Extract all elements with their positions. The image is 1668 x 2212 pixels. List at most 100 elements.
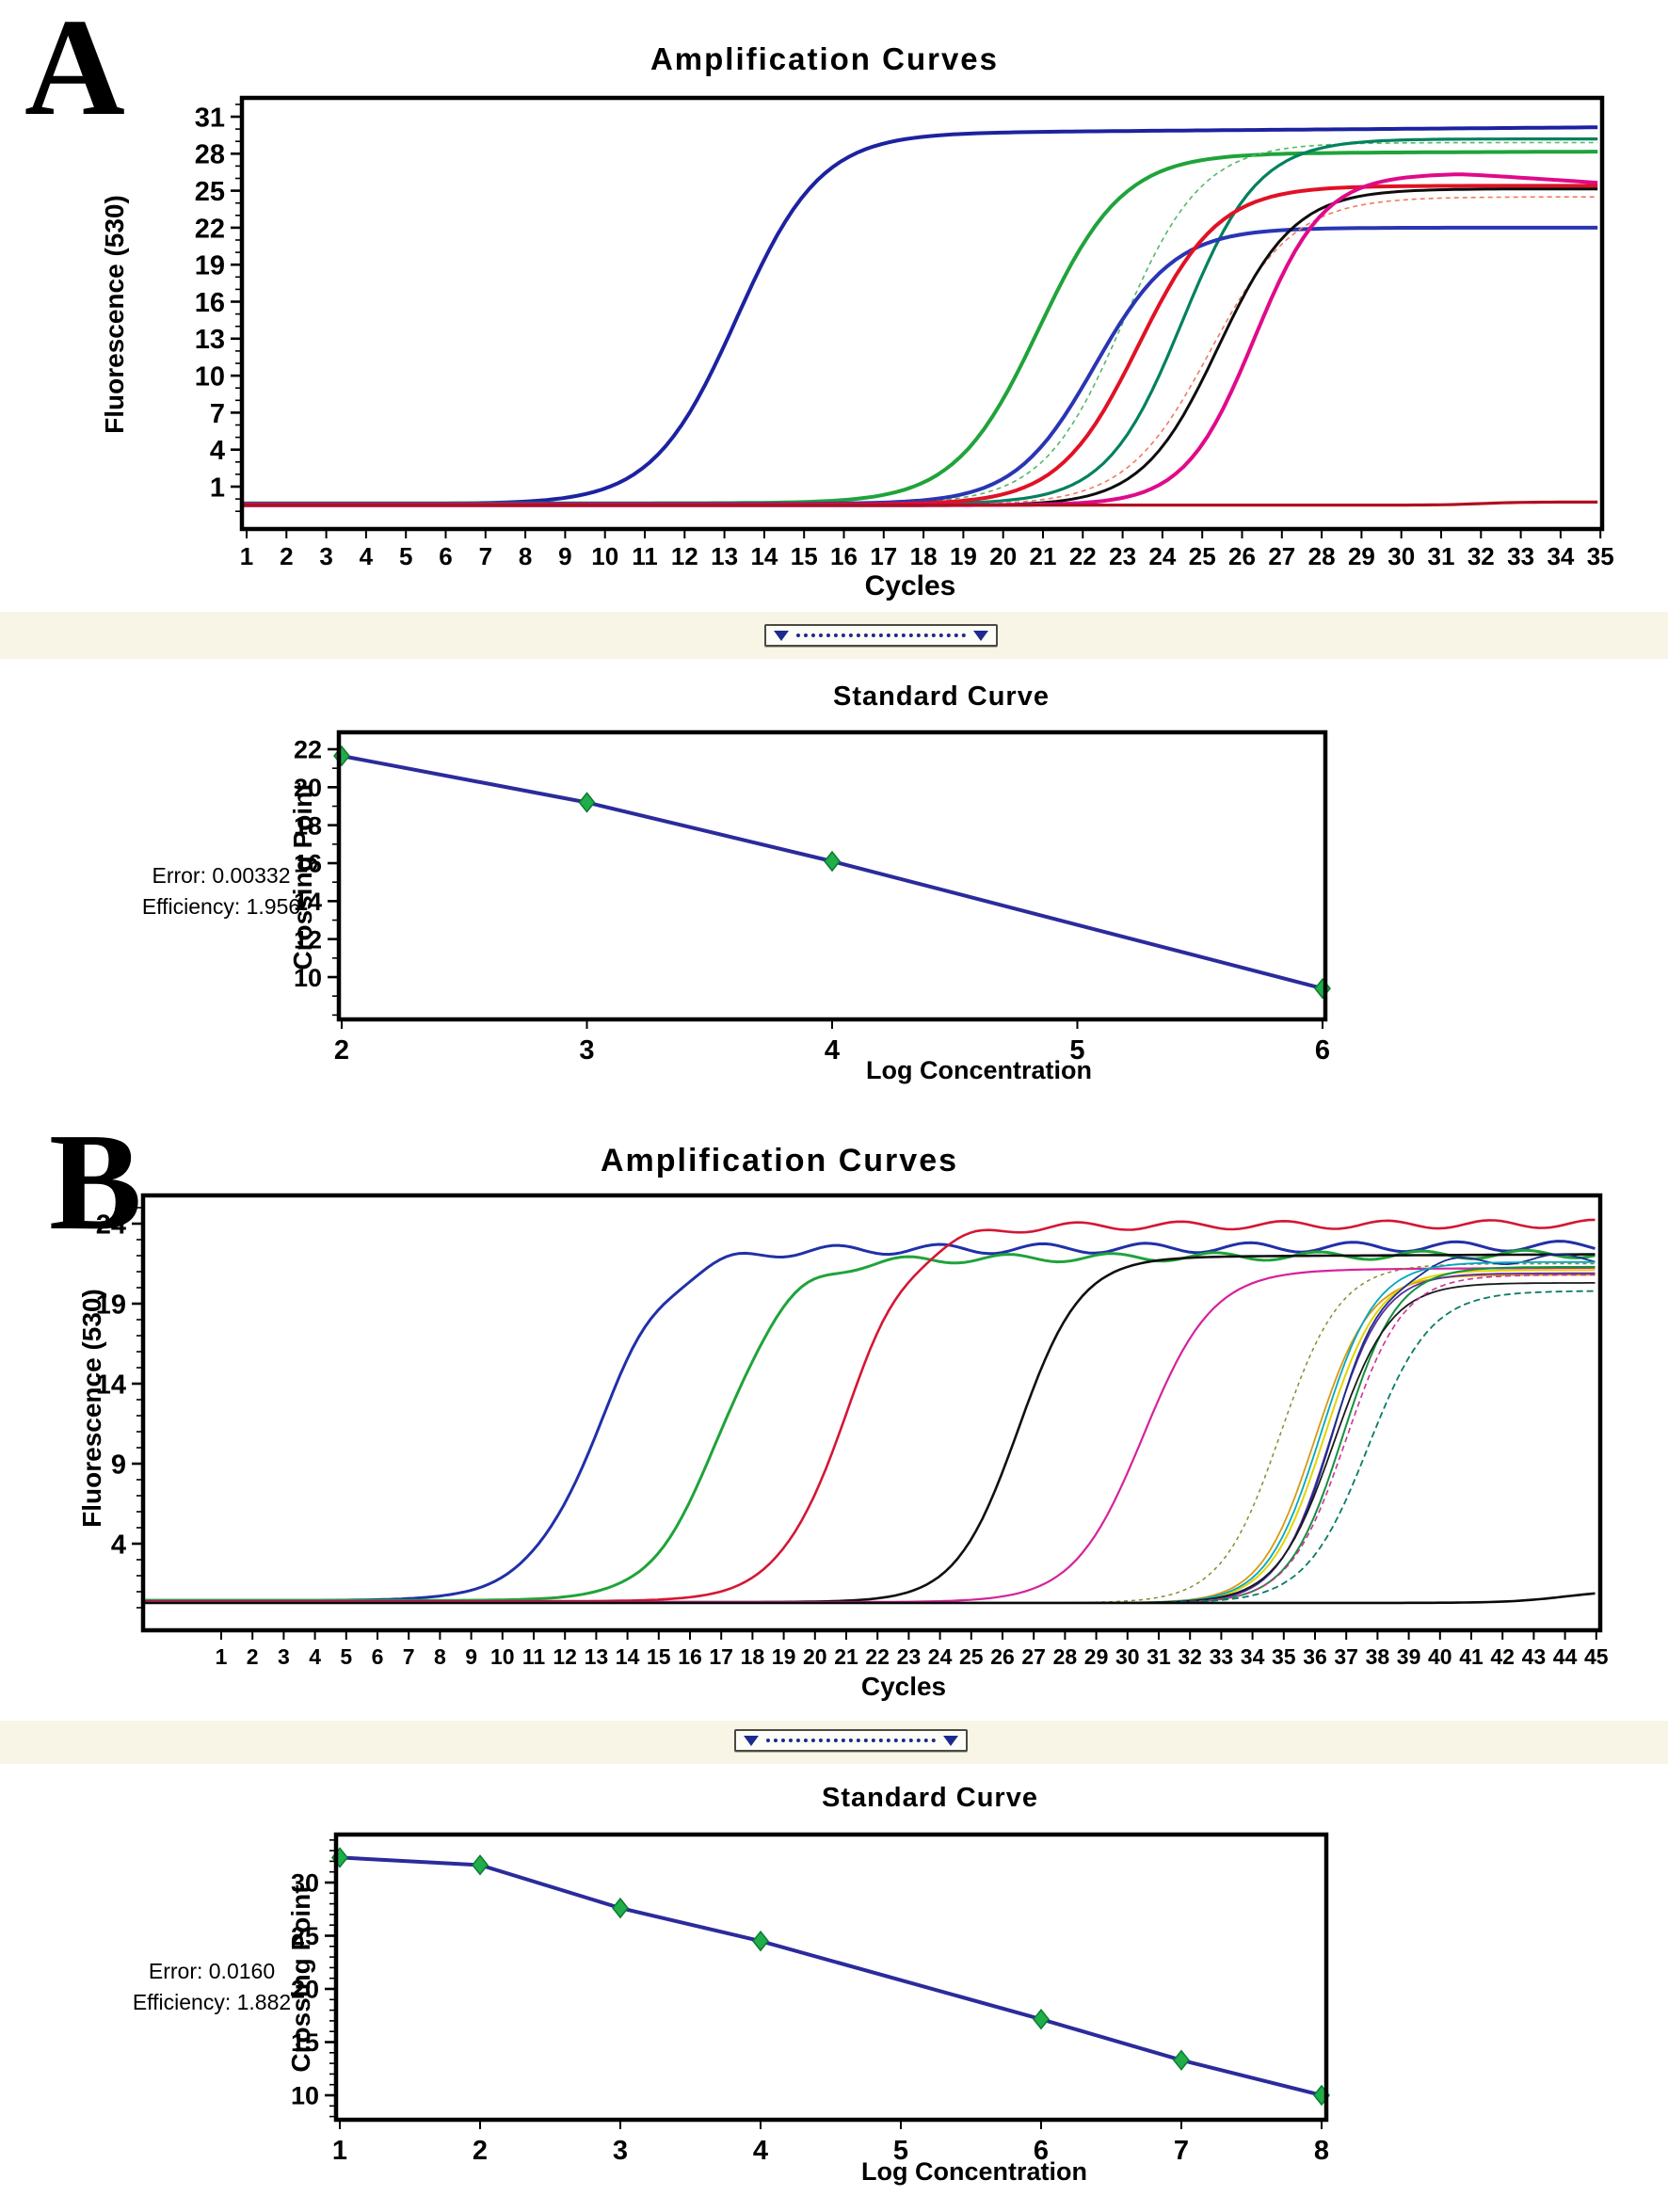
std-b-xlabel: Log Concentration	[861, 2157, 1087, 2186]
svg-text:26: 26	[990, 1644, 1015, 1669]
svg-text:4: 4	[309, 1644, 321, 1669]
svg-text:23: 23	[897, 1644, 922, 1669]
svg-text:2: 2	[334, 1035, 349, 1066]
svg-text:7: 7	[1174, 2136, 1189, 2166]
amp_a-plot-border	[239, 95, 1605, 532]
svg-text:17: 17	[709, 1644, 733, 1669]
svg-text:24: 24	[1148, 542, 1176, 570]
std-b-statistics: Error: 0.0160 Efficiency: 1.882	[80, 1956, 344, 2017]
svg-text:1: 1	[240, 542, 253, 570]
amp-b-ylabel: Fluorescence (530)	[77, 1289, 106, 1528]
amp-b-xlabel: Cycles	[860, 1672, 947, 1701]
svg-text:20: 20	[291, 1976, 319, 2004]
svg-text:34: 34	[1547, 542, 1574, 570]
amp_a-curve-blue-early	[244, 125, 1598, 506]
std_b-standard-point	[472, 1854, 489, 1876]
svg-text:31: 31	[1428, 542, 1455, 570]
svg-text:25: 25	[959, 1644, 984, 1669]
svg-text:18: 18	[741, 1644, 765, 1669]
svg-text:10: 10	[291, 2082, 319, 2110]
svg-text:14: 14	[750, 542, 778, 570]
svg-text:11: 11	[632, 542, 658, 570]
svg-text:4: 4	[111, 1530, 126, 1560]
svg-text:44: 44	[1553, 1644, 1578, 1669]
cycles-range-slider-a[interactable]	[764, 624, 998, 647]
svg-text:2: 2	[473, 2136, 488, 2166]
svg-text:14: 14	[294, 888, 322, 916]
svg-text:13: 13	[195, 325, 225, 355]
svg-text:31: 31	[195, 103, 225, 133]
svg-text:2: 2	[280, 542, 293, 570]
svg-text:5: 5	[1069, 1035, 1084, 1066]
cycles-range-slider-b[interactable]	[734, 1729, 968, 1752]
svg-text:42: 42	[1490, 1644, 1515, 1669]
svg-text:11: 11	[522, 1644, 546, 1669]
svg-text:28: 28	[195, 140, 225, 170]
svg-text:22: 22	[294, 736, 322, 764]
std_a-regression-line	[341, 754, 1323, 991]
std_b-standard-point	[752, 1930, 769, 1952]
svg-text:30: 30	[291, 1869, 319, 1898]
amp_a-curve-magenta	[244, 172, 1598, 507]
svg-text:10: 10	[591, 542, 618, 570]
svg-text:32: 32	[1178, 1644, 1202, 1669]
std-a-title: Standard Curve	[833, 681, 1050, 712]
svg-text:9: 9	[558, 542, 571, 570]
svg-text:34: 34	[1241, 1644, 1265, 1669]
svg-text:16: 16	[830, 542, 858, 570]
std_a-standard-point	[1314, 977, 1331, 1000]
svg-text:4: 4	[753, 2136, 768, 2166]
amp_a-negative-control-flat	[244, 500, 1598, 507]
svg-text:1: 1	[216, 1644, 228, 1669]
svg-text:10: 10	[490, 1644, 515, 1669]
svg-text:7: 7	[210, 399, 225, 429]
svg-text:28: 28	[1308, 542, 1336, 570]
svg-text:6: 6	[1034, 2136, 1049, 2166]
svg-text:12: 12	[294, 925, 322, 954]
amp_b-curve-black-2	[145, 1282, 1596, 1604]
svg-text:7: 7	[479, 542, 492, 570]
svg-text:30: 30	[1115, 1644, 1140, 1669]
amp_a-curve-black	[244, 187, 1598, 507]
amp-b-title: Amplification Curves	[600, 1143, 959, 1178]
std_b-plot: 30 25 20 15 10 1 2 3 4 5 6 7 8	[291, 1832, 1330, 2166]
svg-text:9: 9	[465, 1644, 477, 1669]
svg-text:5: 5	[893, 2136, 908, 2166]
slider-left-handle-icon[interactable]	[774, 630, 789, 641]
svg-text:39: 39	[1397, 1644, 1421, 1669]
slider-right-handle-icon[interactable]	[973, 630, 988, 641]
std_a-plot: 22 20 18 16 14 12 10 2 3 4 5 6	[294, 729, 1331, 1066]
std-b-ylabel: Crossing Point	[286, 1884, 315, 2073]
svg-text:18: 18	[910, 542, 938, 570]
svg-text:22: 22	[195, 214, 225, 244]
svg-text:24: 24	[96, 1210, 126, 1240]
amp-a-xlabel: Cycles	[864, 570, 956, 601]
svg-text:9: 9	[111, 1450, 126, 1480]
slider-track[interactable]	[796, 633, 966, 637]
amp_a-curve-green	[244, 150, 1598, 505]
svg-text:14: 14	[616, 1644, 640, 1669]
svg-text:15: 15	[647, 1644, 671, 1669]
amp_b-curve-cyan	[145, 1260, 1596, 1604]
std-a-statistics: Error: 0.00332 Efficiency: 1.956	[89, 860, 353, 922]
svg-text:20: 20	[294, 774, 322, 802]
slider-left-handle-icon[interactable]	[744, 1735, 759, 1746]
amp_b-curve-gold	[145, 1274, 1596, 1604]
svg-text:4: 4	[825, 1035, 840, 1066]
svg-text:12: 12	[671, 542, 698, 570]
std_b-standard-point	[1173, 2049, 1190, 2071]
svg-text:7: 7	[403, 1644, 415, 1669]
svg-text:16: 16	[678, 1644, 702, 1669]
slider-right-handle-icon[interactable]	[943, 1735, 958, 1746]
slider-track[interactable]	[766, 1739, 936, 1742]
amp_b-curve-red-top	[145, 1218, 1596, 1603]
svg-text:31: 31	[1147, 1644, 1171, 1669]
svg-text:23: 23	[1109, 542, 1136, 570]
svg-text:12: 12	[553, 1644, 577, 1669]
amp-a-title: Amplification Curves	[650, 41, 1000, 76]
amp_b-curve-purple	[145, 1272, 1596, 1604]
svg-text:20: 20	[989, 542, 1017, 570]
svg-text:15: 15	[291, 2028, 319, 2057]
